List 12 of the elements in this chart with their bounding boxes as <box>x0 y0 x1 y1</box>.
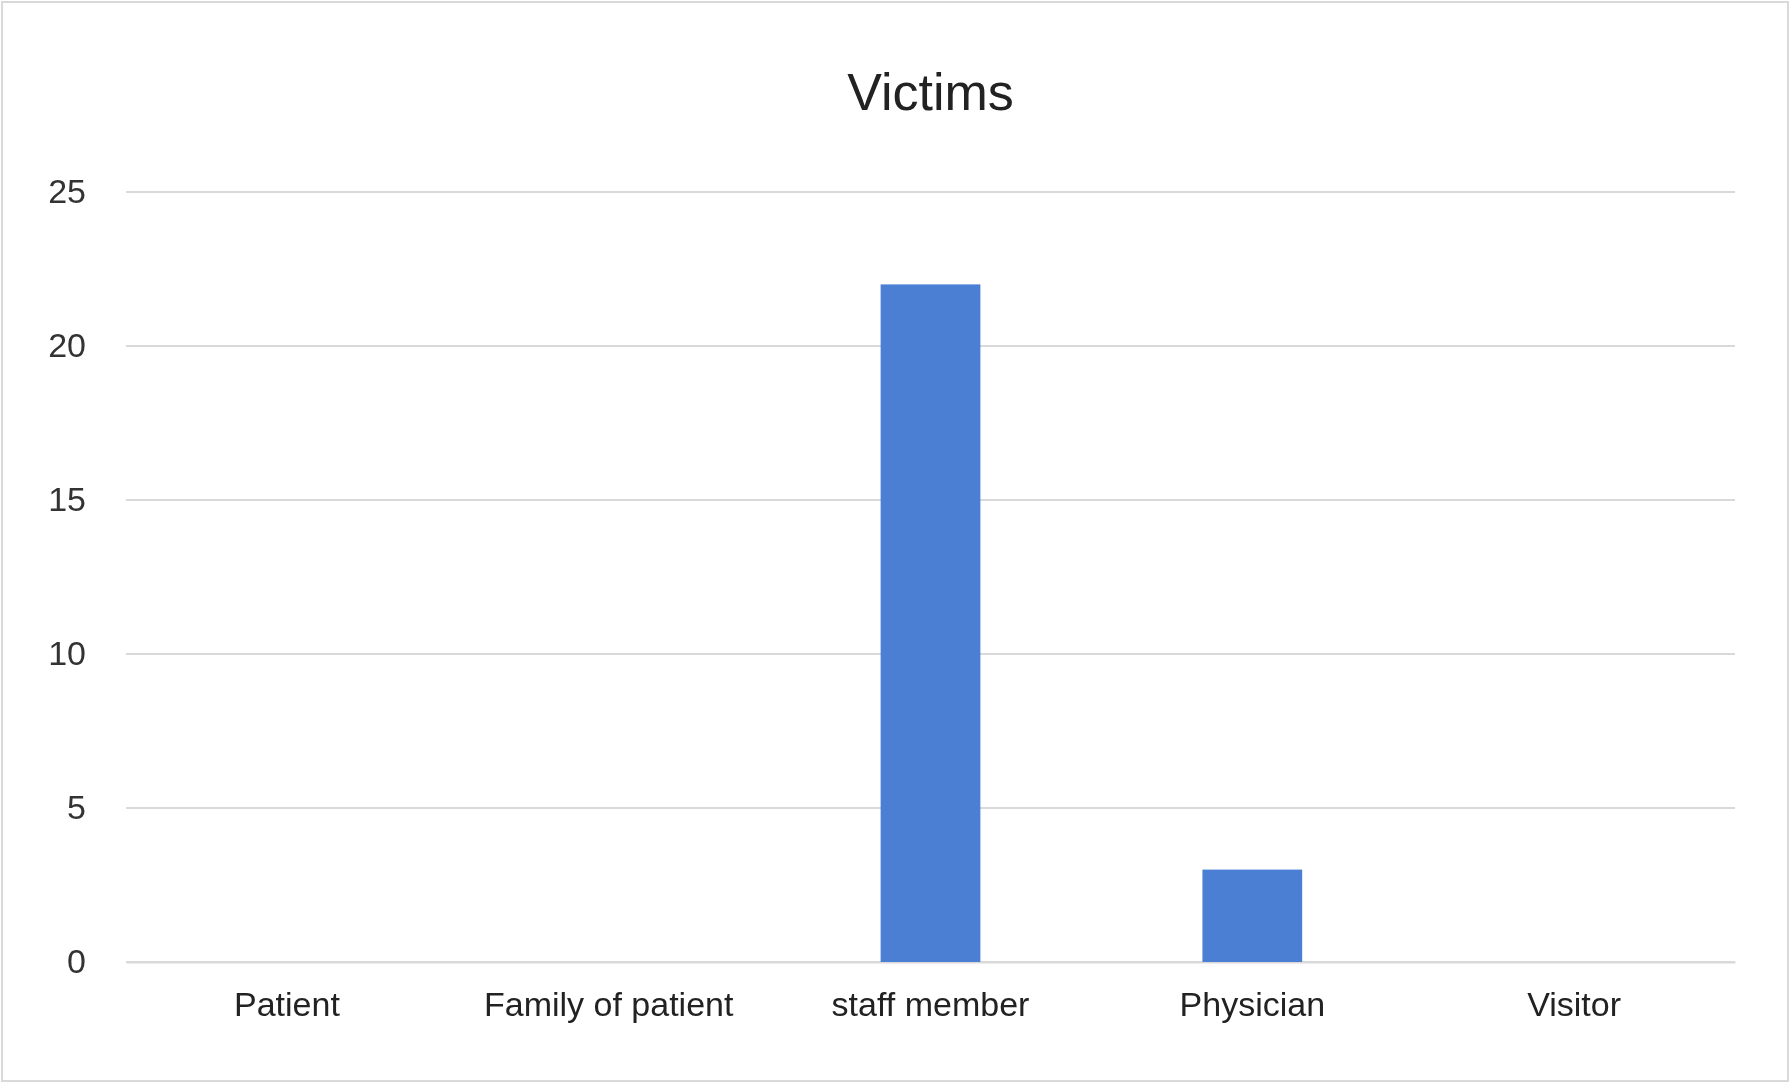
y-tick-label: 15 <box>48 480 86 519</box>
chart-title: Victims <box>847 63 1014 121</box>
x-tick-label: Family of patient <box>483 985 734 1024</box>
x-tick-label: Visitor <box>1527 985 1622 1024</box>
y-tick-label: 5 <box>67 788 86 827</box>
y-tick-label: 25 <box>48 172 86 211</box>
y-tick-label: 0 <box>67 942 86 981</box>
x-tick-label: staff member <box>831 985 1030 1024</box>
y-tick-label: 10 <box>48 634 86 673</box>
y-tick-label: 20 <box>48 326 86 365</box>
x-tick-label: Physician <box>1179 985 1326 1024</box>
x-tick-label: Patient <box>233 985 341 1024</box>
